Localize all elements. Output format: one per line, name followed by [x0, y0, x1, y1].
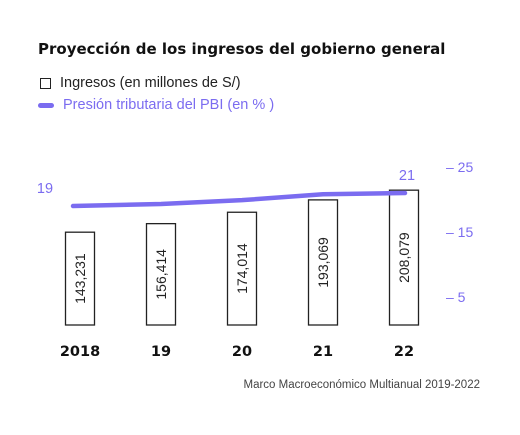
source-note: Marco Macroeconómico Multianual 2019-202… — [243, 379, 480, 391]
x-tick-label-22: 22 — [394, 344, 414, 360]
line-point-label-22: 21 — [399, 168, 415, 184]
x-tick-label-20: 20 — [232, 344, 252, 360]
bar-22 — [388, 189, 420, 326]
right-axis-tick-25: – 25 — [446, 159, 473, 175]
bar-value-label-22: 208,079 — [396, 232, 412, 283]
chart-title: Proyección de los ingresos del gobierno … — [38, 40, 446, 58]
bar-value-label-21: 193,069 — [315, 237, 331, 288]
x-tick-label-21: 21 — [313, 344, 333, 360]
bar-19 — [145, 222, 177, 326]
bar-value-label-19: 156,414 — [153, 249, 169, 300]
bar-value-label-20: 174,014 — [234, 243, 250, 294]
right-axis-tick-15: – 15 — [446, 224, 473, 240]
legend-item-presion: Presión tributaria del PBI (en % ) — [38, 97, 275, 113]
bar-value-label-2018: 143,231 — [72, 253, 88, 304]
bar-2018 — [64, 231, 96, 326]
right-axis-tick-5: – 5 — [446, 289, 466, 305]
legend-item-ingresos: Ingresos (en millones de S/) — [40, 75, 241, 91]
line-point-label-2018: 19 — [37, 181, 53, 197]
x-tick-label-19: 19 — [151, 344, 171, 360]
legend-label-presion: Presión tributaria del PBI (en % ) — [63, 97, 275, 113]
legend-label-ingresos: Ingresos (en millones de S/) — [60, 75, 241, 91]
x-tick-label-2018: 2018 — [60, 344, 100, 360]
line-series-presion — [70, 190, 408, 209]
legend-bar-swatch — [40, 77, 51, 89]
bar-20 — [226, 211, 258, 326]
legend-line-swatch — [38, 102, 54, 108]
bar-21 — [307, 199, 339, 326]
